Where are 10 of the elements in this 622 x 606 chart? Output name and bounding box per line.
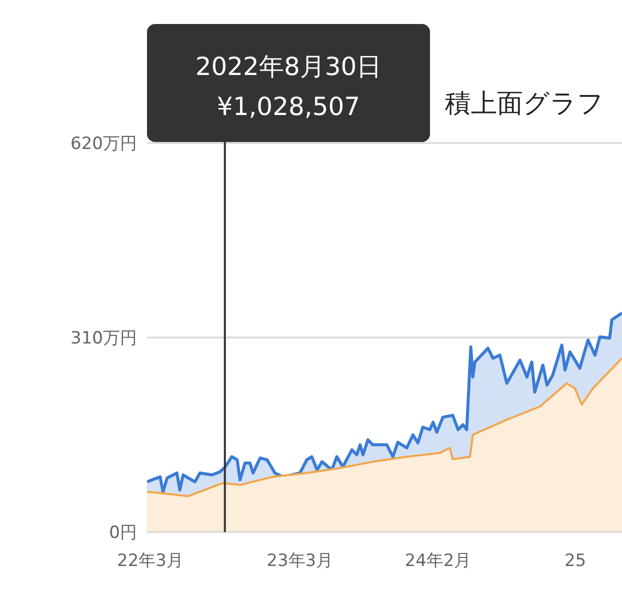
x-tick-label: 22年3月 — [117, 551, 184, 571]
x-tick-label: 25 — [564, 551, 586, 571]
y-tick-label: 0円 — [109, 523, 137, 543]
text: 2022年8月30日 — [195, 52, 382, 81]
y-tick-label: 620万円 — [70, 134, 137, 154]
x-tick-label: 24年2月 — [404, 551, 472, 571]
chart-title: 積上面グラフ — [445, 89, 604, 119]
y-tick-label: 310万円 — [70, 328, 137, 348]
text: ¥1,028,507 — [216, 92, 360, 121]
x-tick-label: 23年3月 — [266, 551, 334, 571]
